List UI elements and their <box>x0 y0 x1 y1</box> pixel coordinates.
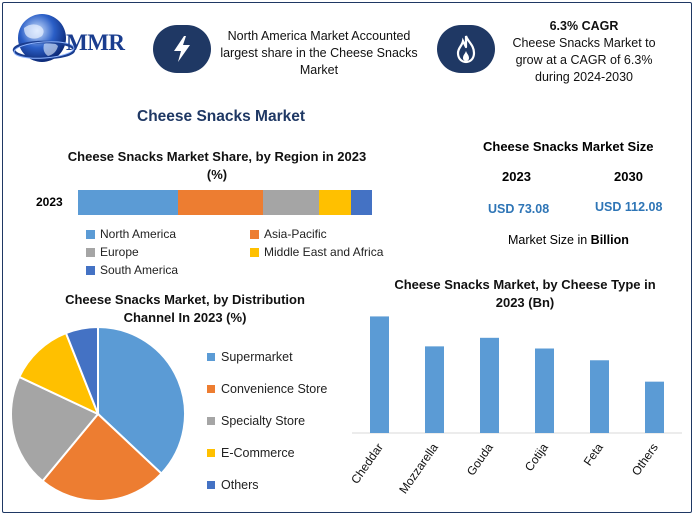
lightning-icon <box>153 25 211 73</box>
legend-swatch <box>250 229 259 239</box>
legend-label: Europe <box>100 245 139 259</box>
legend-label: Asia-Pacific <box>264 227 327 241</box>
channel-legend-item-others: Others <box>207 478 259 492</box>
main-title: Cheese Snacks Market <box>137 108 306 125</box>
region-segment-south-america <box>351 190 372 215</box>
callout-cagr: 6.3% CAGR Cheese Snacks Market to grow a… <box>500 18 668 86</box>
mmr-logo <box>10 10 140 70</box>
pie-slice-specialty-store <box>10 375 100 483</box>
cheese-type-chart-title: Cheese Snacks Market, by Cheese Type in … <box>394 277 656 310</box>
legend-swatch <box>207 481 215 489</box>
channel-legend-item-supermarket: Supermarket <box>207 350 293 364</box>
legend-swatch <box>86 229 95 239</box>
region-legend-item-south-america: South America <box>86 263 178 277</box>
cagr-text: Cheese Snacks Market to grow at a CAGR o… <box>512 36 656 84</box>
x-tick-label-others: Others <box>629 441 661 479</box>
channel-legend-item-convenience-store: Convenience Store <box>207 382 327 396</box>
region-chart-title: Cheese Snacks Market Share, by Region in… <box>67 149 367 182</box>
legend-swatch <box>86 247 95 257</box>
market-size-title: Cheese Snacks Market Size <box>483 139 654 154</box>
legend-swatch <box>86 265 95 275</box>
region-category-label: 2023 <box>36 195 63 209</box>
bar-gouda <box>480 337 499 433</box>
market-size-value-2030: USD 112.08 <box>595 200 663 214</box>
region-segment-europe <box>263 190 320 215</box>
legend-label: Convenience Store <box>221 382 328 396</box>
legend-swatch <box>207 353 215 361</box>
market-size-note-unit: Billion <box>590 233 629 247</box>
legend-label: E-Commerce <box>221 446 295 460</box>
pie-slice-others <box>64 325 99 415</box>
market-size-note: Market Size in Billion <box>508 233 629 247</box>
region-segment-north-america <box>78 190 178 215</box>
region-segment-middle-east-and-africa <box>319 190 352 215</box>
flame-icon <box>437 25 495 73</box>
logo-text: MMR <box>66 30 125 55</box>
x-tick-label-cheddar: Cheddar <box>352 441 386 487</box>
legend-label: North America <box>100 227 177 241</box>
bar-cotija <box>535 348 554 433</box>
x-tick-label-feta: Feta <box>581 440 606 468</box>
region-legend: North America Asia-Pacific Europe Middle Ea… <box>86 227 406 279</box>
legend-label: Supermarket <box>221 350 293 364</box>
bar-cheddar <box>370 316 389 433</box>
region-legend-item-north-america: North America <box>86 227 176 241</box>
region-segment-asia-pacific <box>177 190 264 215</box>
market-size-value-2023: USD 73.08 <box>488 202 550 216</box>
cheese-type-bar-chart: Cheddar Mozzarella Gouda Cotija Feta Others <box>352 316 682 496</box>
legend-swatch <box>207 385 215 393</box>
legend-swatch <box>250 247 259 257</box>
region-legend-item-europe: Europe <box>86 245 139 259</box>
legend-label: Others <box>221 478 259 492</box>
market-size-note-prefix: Market Size in <box>508 233 591 247</box>
market-size-year-2030: 2030 <box>614 169 643 184</box>
bar-feta <box>590 360 609 433</box>
channel-pie-chart <box>10 325 186 502</box>
x-tick-label-gouda: Gouda <box>464 440 496 478</box>
legend-label: Middle East and Africa <box>264 245 384 259</box>
legend-label: South America <box>100 263 179 277</box>
region-legend-item-asia-pacific: Asia-Pacific <box>250 227 327 241</box>
channel-legend-item-e-commerce: E-Commerce <box>207 446 295 460</box>
callout-north-america: North America Market Accounted largest s… <box>220 29 418 77</box>
channel-legend: Supermarket Convenience Store Specialty St… <box>207 350 357 500</box>
market-size-year-2023: 2023 <box>502 169 531 184</box>
globe-logo-icon <box>12 14 76 62</box>
cagr-title: 6.3% CAGR <box>549 19 619 33</box>
pie-slice-supermarket <box>97 325 186 475</box>
x-tick-label-mozzarella: Mozzarella <box>396 440 441 496</box>
legend-label: Specialty Store <box>221 414 306 428</box>
bar-others <box>645 381 664 433</box>
region-stacked-bar <box>78 190 372 215</box>
x-tick-label-cotija: Cotija <box>522 440 551 473</box>
bar-mozzarella <box>425 346 444 433</box>
channel-chart-title: Cheese Snacks Market, by Distribution Ch… <box>65 292 305 325</box>
legend-swatch <box>207 449 215 457</box>
pie-slice-e-commerce <box>17 331 100 416</box>
channel-legend-item-specialty-store: Specialty Store <box>207 414 305 428</box>
region-legend-item-middle-east-and-africa: Middle East and Africa <box>250 245 383 259</box>
legend-swatch <box>207 417 215 425</box>
pie-slice-convenience-store <box>41 412 163 502</box>
